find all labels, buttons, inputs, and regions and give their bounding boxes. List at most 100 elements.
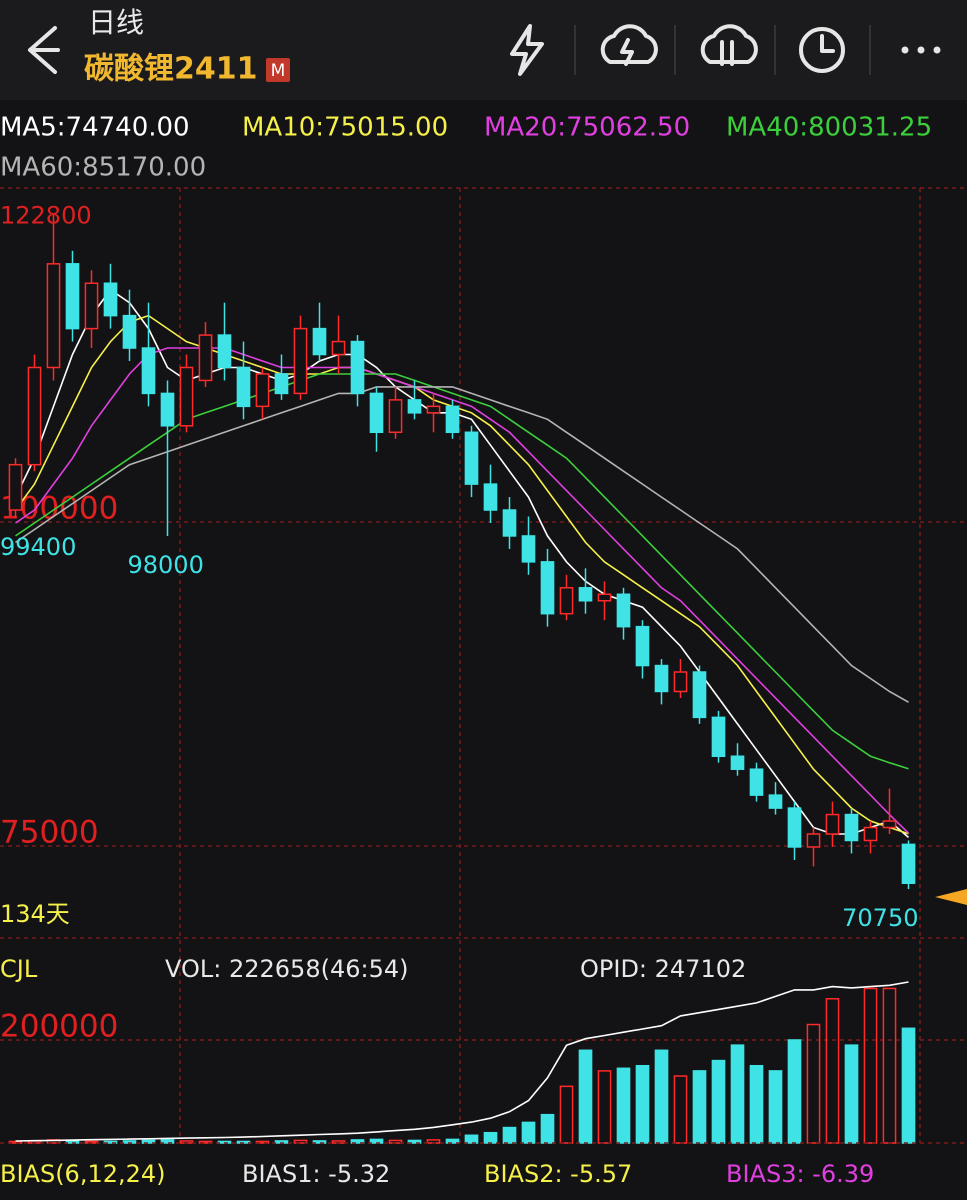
clock-icon[interactable] — [799, 27, 845, 73]
candle-body — [350, 340, 365, 395]
volume-bar — [483, 1131, 498, 1144]
volume-bar — [464, 1134, 479, 1144]
cloud-flash-icon[interactable] — [600, 24, 658, 66]
volume-bar — [844, 1044, 859, 1144]
opid-line — [15, 981, 909, 1142]
candle-body — [122, 314, 137, 349]
volume-bar — [445, 1138, 460, 1144]
ma-line — [15, 386, 909, 703]
volume-bar — [198, 1140, 213, 1144]
bias-label: BIAS3: -6.39 — [726, 1160, 874, 1188]
clock-hands — [820, 34, 835, 53]
candle-body — [863, 826, 878, 842]
volume-bar — [540, 1113, 555, 1144]
volume-bar — [749, 1064, 764, 1144]
candle-body — [692, 671, 707, 719]
volume-bar — [882, 987, 897, 1144]
candle-body — [46, 263, 61, 369]
candle-body — [806, 833, 821, 848]
volume-bar — [787, 1039, 802, 1144]
ma-legend: MA60:85170.00 — [0, 153, 206, 183]
candle-body — [217, 334, 232, 369]
volume-bar — [901, 1027, 916, 1144]
volume-bar — [293, 1139, 308, 1144]
candle-body — [825, 813, 840, 835]
period: 日线 — [88, 6, 144, 39]
ma-legend: MA40:80031.25 — [726, 113, 932, 143]
volume-bar — [597, 1070, 612, 1144]
candle-body — [179, 366, 194, 427]
candle-body — [768, 794, 783, 809]
top-bar — [0, 0, 967, 100]
volume-bar — [768, 1070, 783, 1144]
candle-body — [236, 366, 251, 408]
candle-body — [84, 282, 99, 330]
volume-bar — [559, 1085, 574, 1144]
volume-bar — [711, 1059, 726, 1144]
candle-body — [483, 483, 498, 511]
extreme-label: 98000 — [128, 551, 204, 579]
candle-body — [141, 347, 156, 395]
candle-body — [844, 813, 859, 842]
bias-label: BIAS1: -5.32 — [242, 1160, 390, 1188]
candle-body — [540, 561, 555, 615]
candle-body — [616, 593, 631, 628]
cloud-sync-icon[interactable] — [700, 24, 758, 66]
volume-bar — [730, 1044, 745, 1144]
badge: M — [271, 61, 286, 81]
ma-line — [15, 373, 909, 770]
volume-bar — [502, 1126, 517, 1144]
volume-bar — [160, 1139, 175, 1144]
bias-label: BIAS(6,12,24) — [0, 1160, 166, 1188]
volume-bar — [825, 998, 840, 1144]
bias-label: BIAS2: -5.57 — [484, 1160, 632, 1188]
candle-body — [426, 405, 441, 414]
ma-legend: MA5:74740.00 — [0, 113, 190, 143]
ma-legend: MA20:75062.50 — [484, 113, 690, 143]
volume-bar — [521, 1121, 536, 1144]
back-button[interactable] — [28, 26, 60, 74]
extreme-label: 70750 — [842, 904, 918, 932]
candle-body — [388, 399, 403, 434]
volume-bar — [616, 1067, 631, 1144]
volume-bar — [635, 1064, 650, 1144]
ma-line — [14, 288, 910, 839]
ma-line — [15, 347, 910, 834]
candle-body — [635, 625, 650, 667]
plot: MA5:74740.00 MA10:75015.00 MA20:75062.50 MA… — [0, 113, 967, 1188]
symbol[interactable]: 碳酸锂2411 — [84, 52, 258, 87]
candle-body — [787, 807, 802, 848]
candle-body — [749, 768, 764, 796]
candle-body — [198, 334, 213, 382]
badge-bg — [266, 58, 290, 82]
more-button[interactable] — [901, 46, 941, 54]
volume-bar — [141, 1139, 156, 1144]
flash-icon[interactable] — [510, 24, 544, 76]
candle-body — [27, 366, 42, 466]
candle-body — [578, 587, 593, 602]
candle-body — [274, 373, 289, 395]
candle-body — [293, 327, 308, 395]
volume-bar — [692, 1070, 707, 1144]
volume-bar — [578, 1049, 593, 1144]
volume-bar — [654, 1049, 669, 1144]
candle-body — [673, 671, 688, 693]
days-label: 134天 — [0, 900, 70, 928]
ma-legend: MA10:75015.00 — [242, 113, 448, 143]
candle-body — [65, 263, 80, 330]
candle-body — [445, 405, 460, 434]
candle-body — [312, 327, 327, 356]
volume-bar — [8, 1140, 23, 1144]
volume-title: CJL — [0, 955, 38, 983]
volume-bar — [103, 1140, 118, 1144]
volume-bar — [863, 987, 878, 1144]
candle-body — [255, 373, 270, 408]
candle-body — [521, 535, 536, 563]
candle-body — [8, 463, 23, 511]
ma-line — [14, 314, 909, 835]
candle-body — [559, 587, 574, 615]
y-tick-label: 75000 — [0, 815, 99, 851]
